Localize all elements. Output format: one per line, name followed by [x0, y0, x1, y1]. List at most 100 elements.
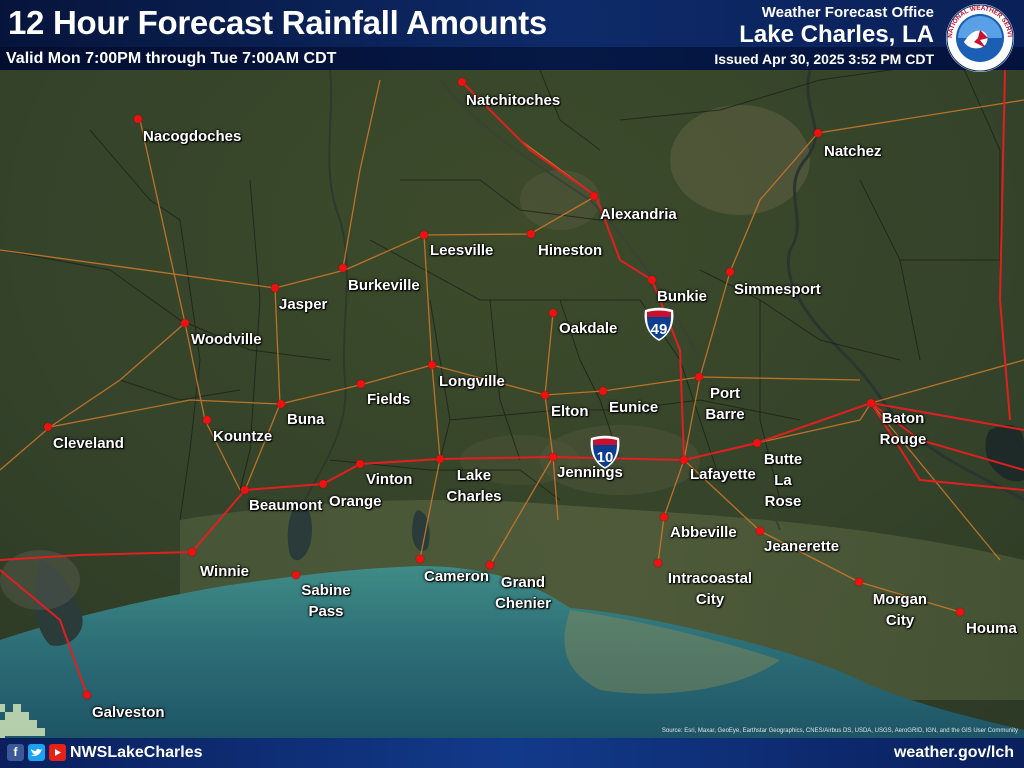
city-label: Lake Charles	[446, 467, 502, 505]
city-marker	[203, 416, 211, 424]
city-marker	[599, 387, 607, 395]
city-marker	[357, 380, 365, 388]
twitter-icon[interactable]	[28, 744, 45, 761]
gulf-of-mexico	[0, 566, 1024, 738]
interstate-49	[461, 81, 685, 461]
city-label: Winnie	[200, 563, 250, 580]
city-marker	[241, 486, 249, 494]
city-marker	[436, 455, 444, 463]
city-marker	[726, 268, 734, 276]
city-label: Morgan City	[872, 591, 928, 629]
city-label: Burkeville	[348, 277, 420, 294]
city-marker	[654, 559, 662, 567]
city-label: Elton	[551, 403, 589, 420]
interstate-49-label: 49	[651, 321, 668, 338]
sabine-lake	[287, 500, 312, 561]
city-label: Orange	[329, 493, 382, 510]
city-marker	[428, 361, 436, 369]
city-label: Jasper	[279, 296, 328, 313]
office-name: Lake Charles, LA	[739, 21, 934, 48]
city-marker	[319, 480, 327, 488]
city-marker	[271, 284, 279, 292]
city-label: Fields	[367, 391, 411, 408]
interstate-10-label: 10	[597, 449, 614, 466]
city-marker	[277, 400, 285, 408]
city-label: Houma	[966, 620, 1017, 637]
city-label: Intracoastal City	[667, 570, 753, 608]
city-marker	[83, 691, 91, 699]
city-marker	[753, 439, 761, 447]
city-label: Natchez	[824, 143, 882, 160]
nws-logo-icon: NATIONAL WEATHER SERVICE	[944, 2, 1014, 72]
city-label: Woodville	[191, 331, 262, 348]
city-label: Eunice	[609, 399, 659, 416]
city-marker	[420, 231, 428, 239]
city-label: Beaumont	[249, 497, 323, 514]
city-marker	[648, 276, 656, 284]
city-marker	[188, 548, 196, 556]
red-river	[439, 79, 781, 531]
city-marker	[660, 513, 668, 521]
city-label: Cameron	[424, 568, 490, 585]
office-label: Weather Forecast Office	[761, 4, 934, 21]
city-marker	[680, 456, 688, 464]
city-label: Grand Chenier	[495, 574, 551, 612]
galveston-bay	[34, 560, 83, 646]
interstate-55	[998, 69, 1011, 421]
city-label: Buna	[287, 411, 325, 428]
city-label: Leesville	[430, 242, 494, 259]
city-marker	[292, 571, 300, 579]
issued-time: Issued Apr 30, 2025 3:52 PM CDT	[714, 51, 934, 67]
city-label: Oakdale	[559, 320, 618, 337]
city-label: Hineston	[538, 242, 603, 259]
city-marker	[181, 319, 189, 327]
city-marker	[416, 555, 424, 563]
city-marker	[756, 527, 764, 535]
city-marker	[855, 578, 863, 586]
city-label: Sabine Pass	[301, 582, 351, 620]
city-label: Bunkie	[657, 288, 708, 305]
city-marker	[549, 453, 557, 461]
city-marker	[590, 192, 598, 200]
city-marker	[44, 423, 52, 431]
city-marker	[814, 129, 822, 137]
city-marker	[867, 399, 875, 407]
city-marker	[695, 373, 703, 381]
city-label: Jennings	[557, 464, 623, 481]
interstate-shield-icon: 49	[644, 307, 674, 341]
city-marker	[549, 309, 557, 317]
footer-bar: f NWSLakeCharles weather.gov/lch	[0, 738, 1024, 768]
facebook-icon[interactable]: f	[7, 744, 24, 761]
city-label: Cleveland	[53, 435, 124, 452]
city-label: Port Barre	[705, 385, 745, 423]
city-label: Longville	[439, 373, 505, 390]
website-link[interactable]: weather.gov/lch	[893, 744, 1014, 761]
social-handle[interactable]: NWSLakeCharles	[70, 744, 203, 761]
city-marker	[134, 115, 142, 123]
city-label: Alexandria	[600, 206, 677, 223]
interstate-12	[870, 402, 1024, 431]
city-marker	[339, 264, 347, 272]
source-credit: Source: Esri, Maxar, GeoEye, Earthstar G…	[661, 728, 1018, 734]
mississippi-river	[787, 69, 1024, 502]
page-title: 12 Hour Forecast Rainfall Amounts	[8, 4, 547, 41]
city-label: Natchitoches	[466, 92, 561, 109]
city-label: Butte La Rose	[763, 451, 803, 510]
city-marker	[956, 608, 964, 616]
city-label: Lafayette	[690, 466, 756, 483]
youtube-icon[interactable]	[49, 744, 66, 761]
city-marker	[356, 460, 364, 468]
city-marker	[527, 230, 535, 238]
calcasieu-lake	[412, 510, 430, 552]
city-label: Baton Rouge	[879, 410, 927, 448]
city-marker	[486, 561, 494, 569]
valid-period: Valid Mon 7:00PM through Tue 7:00AM CDT	[6, 50, 337, 67]
city-marker	[458, 78, 466, 86]
city-label: Galveston	[92, 704, 165, 721]
sabine-river	[304, 69, 348, 501]
interstate-shield-icon: 10	[590, 435, 620, 469]
header-subbar	[0, 47, 1024, 70]
city-label: Simmesport	[734, 281, 821, 298]
city-marker	[541, 391, 549, 399]
